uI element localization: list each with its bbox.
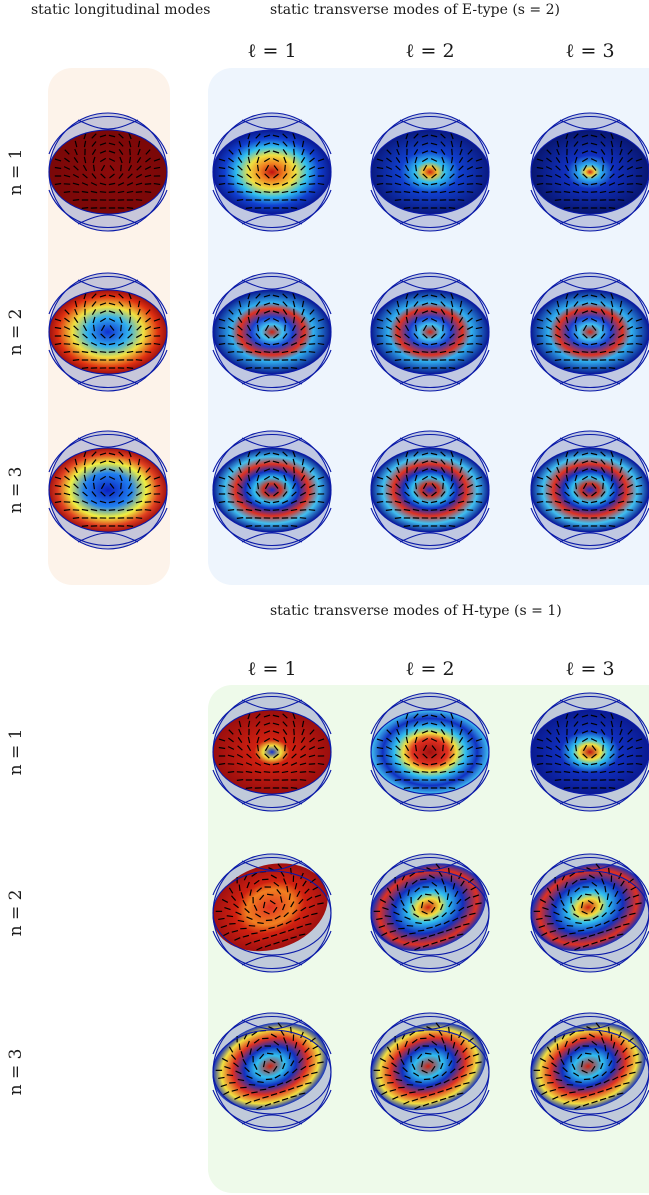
row-label-n3-top: n = 3 (6, 466, 26, 514)
h-type-mode-n2-l2 (363, 846, 497, 980)
h-type-mode-n3-l3 (523, 1005, 649, 1139)
row-label-n1-top: n = 1 (6, 148, 26, 196)
column-label-l3-top: ℓ = 3 (565, 40, 615, 62)
column-label-l1-bottom: ℓ = 1 (247, 658, 297, 680)
row-label-n2-top: n = 2 (6, 308, 26, 356)
h-type-mode-n3-l2 (363, 1005, 497, 1139)
h-type-mode-n2-l3 (523, 846, 649, 980)
e-type-mode-n3-l2 (363, 423, 497, 557)
e-type-mode-n1-l3 (523, 105, 649, 239)
longitudinal-mode-n3 (41, 423, 175, 557)
e-type-mode-n2-l1 (205, 265, 339, 399)
column-label-l3-bottom: ℓ = 3 (565, 658, 615, 680)
column-label-l1-top: ℓ = 1 (247, 40, 297, 62)
h-type-heading: static transverse modes of H-type (s = 1… (270, 603, 562, 619)
h-type-mode-n3-l1 (205, 1005, 339, 1139)
row-label-n1-bottom: n = 1 (6, 728, 26, 776)
longitudinal-mode-n2 (41, 265, 175, 399)
e-type-mode-n2-l3 (523, 265, 649, 399)
column-label-l2-bottom: ℓ = 2 (405, 658, 455, 680)
h-type-mode-n2-l1 (205, 846, 339, 980)
e-type-mode-n1-l1 (205, 105, 339, 239)
row-label-n2-bottom: n = 2 (6, 889, 26, 937)
e-type-mode-n1-l2 (363, 105, 497, 239)
e-type-mode-n3-l3 (523, 423, 649, 557)
e-type-mode-n3-l1 (205, 423, 339, 557)
longitudinal-heading: static longitudinal modes (31, 2, 211, 18)
h-type-mode-n1-l1 (205, 685, 339, 819)
e-type-mode-n2-l2 (363, 265, 497, 399)
column-label-l2-top: ℓ = 2 (405, 40, 455, 62)
h-type-mode-n1-l2 (363, 685, 497, 819)
h-type-mode-n1-l3 (523, 685, 649, 819)
longitudinal-mode-n1 (41, 105, 175, 239)
row-label-n3-bottom: n = 3 (6, 1048, 26, 1096)
e-type-heading: static transverse modes of E-type (s = 2… (270, 2, 560, 18)
